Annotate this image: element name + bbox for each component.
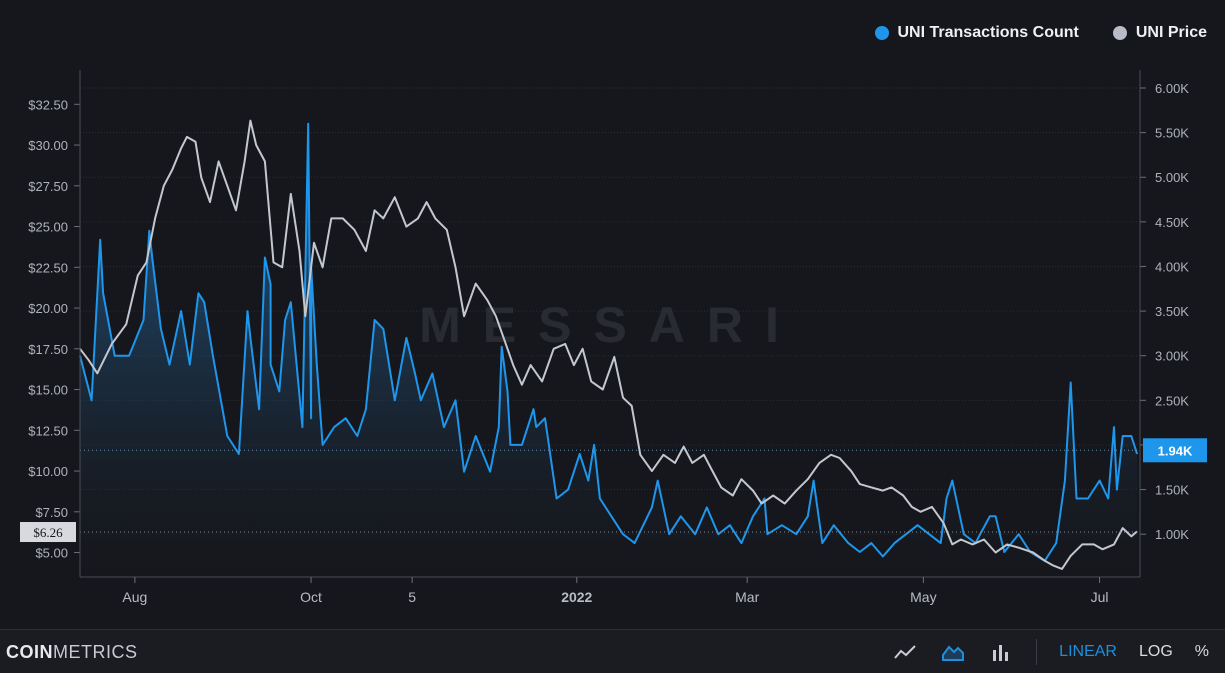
x-axis-tick-label: Oct <box>300 589 322 605</box>
right-axis-tick-label: 4.50K <box>1155 215 1189 230</box>
right-axis-tick-label: 5.00K <box>1155 170 1189 185</box>
bar-chart-icon <box>993 645 1009 661</box>
linear-scale-button[interactable]: LINEAR <box>1059 643 1117 660</box>
left-axis-tick-label: $32.50 <box>28 97 68 112</box>
x-axis-tick-label: May <box>910 589 936 605</box>
right-axis-tick-label: 3.50K <box>1155 304 1189 319</box>
left-axis-tick-label: $25.00 <box>28 220 68 235</box>
legend-label-transactions: UNI Transactions Count <box>897 24 1079 41</box>
x-axis-tick-label: 2022 <box>561 589 592 605</box>
watermark: MESSARI <box>419 297 801 353</box>
toolbar-divider <box>1036 639 1038 665</box>
left-axis-tick-label: $5.00 <box>35 546 68 561</box>
legend-dot-price <box>1112 26 1127 40</box>
log-scale-button[interactable]: LOG <box>1138 643 1173 660</box>
bar-chart-button[interactable] <box>984 637 1018 667</box>
coinmetrics-logo: COINMETRICS <box>6 642 138 663</box>
chart: MESSARI 1.00K1.50K2.00K2.50K3.00K3.50K4.… <box>20 70 1207 605</box>
left-axis-tick-label: $17.50 <box>28 342 68 357</box>
right-axis-tick-label: 1.50K <box>1155 483 1189 498</box>
legend-dot-transactions <box>874 26 889 40</box>
left-axis-tick-label: $10.00 <box>28 464 68 479</box>
area-chart-button[interactable] <box>936 637 970 667</box>
x-axis-tick-label: Mar <box>735 589 759 605</box>
line-chart-icon <box>894 645 916 659</box>
tx-current-badge <box>1143 438 1207 463</box>
transactions-line <box>79 122 1139 562</box>
right-axis-tick-label: 6.00K <box>1155 81 1189 96</box>
axes: 1.00K1.50K2.00K2.50K3.00K3.50K4.00K4.50K… <box>20 70 1207 605</box>
percent-scale-button[interactable]: % <box>1194 643 1209 660</box>
plot-area <box>79 119 1140 577</box>
right-axis-tick-label: 1.00K <box>1155 527 1189 542</box>
right-axis-tick-label: 3.00K <box>1155 349 1189 364</box>
left-axis-tick-label: $30.00 <box>28 138 68 153</box>
left-axis-tick-label: $12.50 <box>28 423 68 438</box>
transactions-area <box>80 123 1138 577</box>
price-current-label: $6.26 <box>33 525 63 540</box>
footer-toolbar: COINMETRICS LINEAR LOG % <box>0 629 1225 673</box>
legend-item-transactions[interactable]: UNI Transactions Count <box>874 24 1079 42</box>
left-axis-tick-label: $27.50 <box>28 179 68 194</box>
left-axis-tick-label: $20.00 <box>28 301 68 316</box>
legend: UNI Transactions Count UNI Price <box>874 24 1207 42</box>
line-chart-button[interactable] <box>888 637 922 667</box>
x-axis-tick-label: 5 <box>408 589 416 605</box>
left-axis-tick-label: $22.50 <box>28 260 68 275</box>
brand-bold: COIN <box>6 642 53 662</box>
legend-item-price[interactable]: UNI Price <box>1112 24 1207 42</box>
right-axis-tick-label: 4.00K <box>1155 259 1189 274</box>
brand-light: METRICS <box>53 642 138 662</box>
x-axis-tick-label: Aug <box>122 589 147 605</box>
left-axis-tick-label: $15.00 <box>28 383 68 398</box>
price-current-badge <box>20 522 76 543</box>
left-axis-tick-label: $7.50 <box>35 505 68 520</box>
area-chart-icon <box>942 645 965 661</box>
chart-tools: LINEAR LOG % <box>888 636 1213 668</box>
tx-current-label: 1.94K <box>1158 443 1193 458</box>
x-axis-tick-label: Jul <box>1091 589 1109 605</box>
right-axis-tick-label: 2.50K <box>1155 393 1189 408</box>
price-line <box>79 119 1138 570</box>
legend-label-price: UNI Price <box>1135 24 1207 41</box>
right-axis-tick-label: 5.50K <box>1155 126 1189 141</box>
